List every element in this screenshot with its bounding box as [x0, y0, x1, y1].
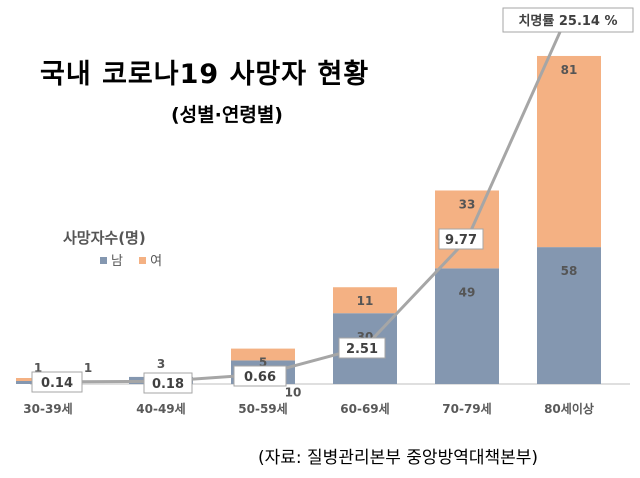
x-tick-label-5: 80세이상 [544, 401, 594, 416]
bar-male-4 [435, 268, 499, 384]
legend-swatch-female [139, 257, 147, 264]
rate-label-box-5 [502, 7, 634, 33]
rate-label-1: 0.18 [152, 377, 184, 392]
rate-label-0: 0.14 [41, 376, 73, 391]
x-tick-label-1: 40-49세 [136, 401, 185, 416]
x-tick-label-2: 50-59세 [238, 401, 287, 416]
legend: 남 여 [100, 250, 174, 269]
source-note: (자료: 질병관리본부 중앙방역대책본부) [258, 448, 539, 468]
data-label-female-5: 81 [561, 63, 578, 77]
legend-item-male: 남 [100, 254, 127, 269]
bar-female-5 [537, 55, 601, 248]
rate-label-3: 2.51 [346, 342, 378, 357]
legend-item-female: 여 [139, 254, 162, 269]
data-label-male-0: 1 [34, 361, 42, 375]
rate-label-5: 치명률 25.14 % [518, 13, 617, 29]
rate-label-4: 9.77 [445, 233, 477, 248]
data-label-female-4: 33 [459, 197, 476, 211]
x-tick-label-3: 60-69세 [340, 401, 389, 416]
data-label-female-0: 1 [84, 361, 92, 375]
rate-label-2: 0.66 [244, 370, 276, 385]
data-label-male-5: 58 [561, 264, 578, 278]
rate-label-box-4 [438, 228, 484, 250]
fatality-rate-line [47, 11, 571, 384]
x-tick-label-0: 30-39세 [23, 401, 72, 416]
rate-label-box-1 [143, 372, 193, 394]
data-label-female-2: 5 [259, 356, 267, 370]
chart-subtitle: (성별·연령별) [171, 104, 283, 126]
data-label-female-3: 11 [357, 294, 374, 308]
data-label-male-2: 10 [285, 385, 302, 399]
legend-label-female: 여 [150, 254, 163, 269]
bar-female-3 [333, 287, 397, 314]
x-tick-label-4: 70-79세 [442, 401, 491, 416]
legend-title: 사망자수(명) [63, 229, 146, 247]
chart-title: 국내 코로나19 사망자 현황 [40, 59, 370, 90]
data-label-male-1: 3 [157, 357, 165, 371]
legend-label-male: 남 [111, 254, 123, 269]
bar-male-5 [537, 247, 601, 384]
rate-label-box-2 [233, 365, 287, 387]
rate-label-box-3 [338, 337, 386, 359]
bar-female-2 [231, 348, 295, 361]
rate-label-box-0 [31, 371, 83, 393]
data-label-male-4: 49 [459, 285, 476, 299]
legend-swatch-male [100, 257, 107, 264]
